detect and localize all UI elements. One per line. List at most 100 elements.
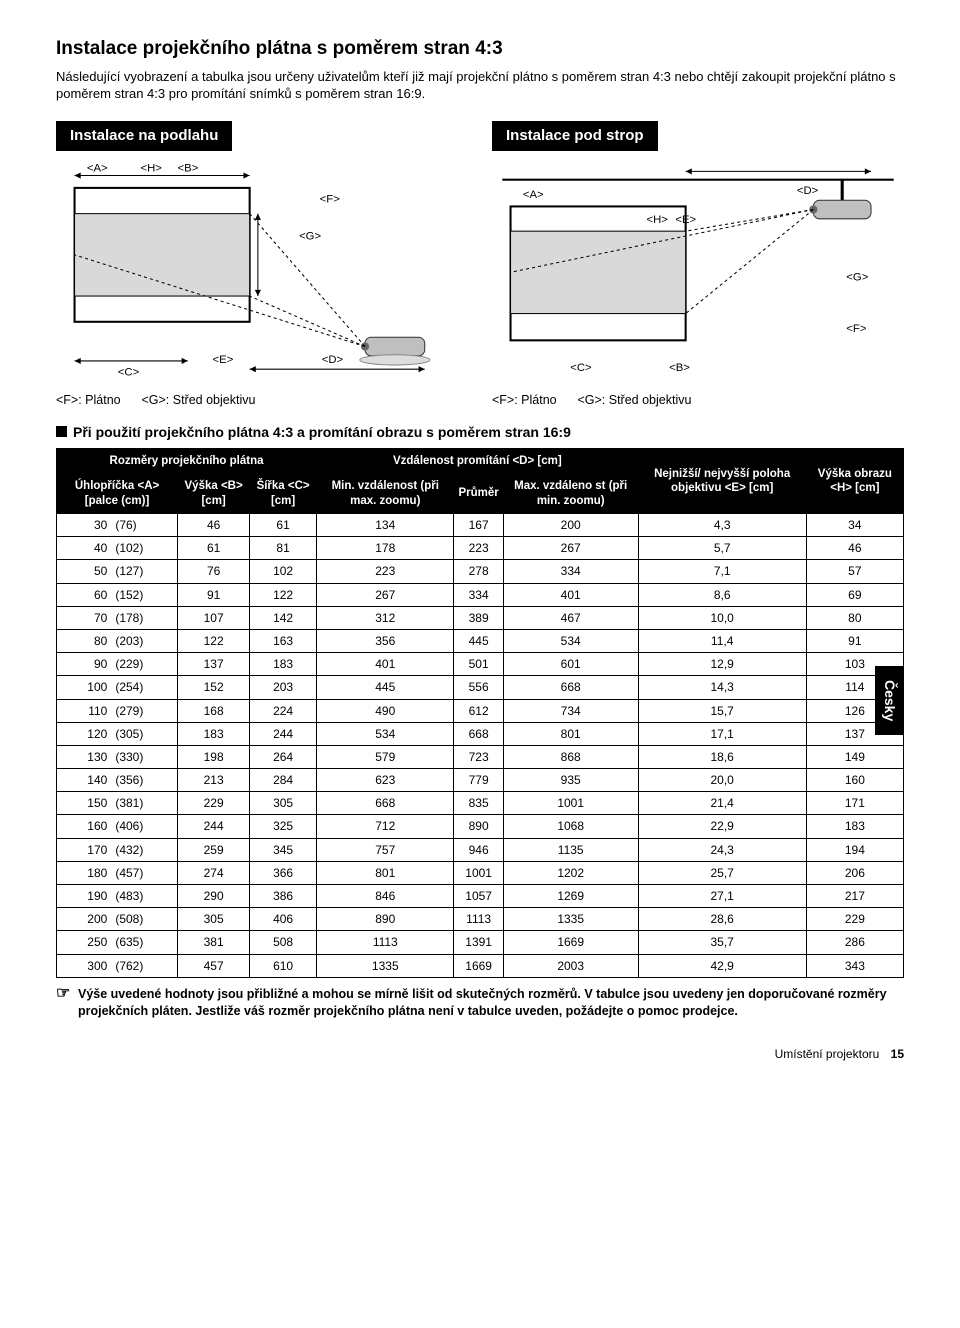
table-row: 190(483)2903868461057126927,1217 [57, 885, 904, 908]
cell-b: 381 [178, 931, 250, 954]
cell-e: 20,0 [638, 769, 806, 792]
cell-b: 229 [178, 792, 250, 815]
section-title: Instalace projekčního plátna s poměrem s… [56, 36, 904, 62]
cell-e: 15,7 [638, 699, 806, 722]
table-row: 170(432)259345757946113524,3194 [57, 838, 904, 861]
cell-e: 22,9 [638, 815, 806, 838]
cell-avg: 1669 [454, 954, 503, 977]
diagram-floor-legend: <F>: Plátno <G>: Střed objektivu [56, 392, 468, 409]
cell-b: 137 [178, 653, 250, 676]
cell-min: 134 [317, 514, 454, 537]
cell-max: 1669 [503, 931, 638, 954]
cell-c: 102 [250, 560, 317, 583]
cell-avg: 723 [454, 745, 503, 768]
table-row: 60(152)911222673344018,669 [57, 583, 904, 606]
table-row: 180(457)2743668011001120225,7206 [57, 861, 904, 884]
diagram-ceiling-heading: Instalace pod strop [492, 121, 658, 151]
cell-diag-in: 80 [57, 629, 114, 652]
cell-min: 801 [317, 861, 454, 884]
cell-diag-in: 160 [57, 815, 114, 838]
legend-g: <G>: Střed objektivu [141, 393, 255, 407]
cell-h: 206 [806, 861, 903, 884]
cell-e: 24,3 [638, 838, 806, 861]
cell-b: 122 [178, 629, 250, 652]
cell-h: 183 [806, 815, 903, 838]
diagram-ceiling-svg: <A> <H> <E> <D> <G> <F> <C> <B> [492, 157, 904, 384]
cell-b: 290 [178, 885, 250, 908]
cell-diag-in: 110 [57, 699, 114, 722]
cell-min: 579 [317, 745, 454, 768]
cell-diag-cm: (508) [113, 908, 177, 931]
th-min: Min. vzdálenost (při max. zoomu) [317, 474, 454, 514]
bullet-square-icon [56, 426, 67, 437]
cell-max: 467 [503, 606, 638, 629]
th-screen-dims: Rozměry projekčního plátna [57, 448, 317, 473]
cell-avg: 556 [454, 676, 503, 699]
cell-c: 345 [250, 838, 317, 861]
cell-diag-cm: (152) [113, 583, 177, 606]
cell-avg: 389 [454, 606, 503, 629]
cell-min: 757 [317, 838, 454, 861]
cell-e: 28,6 [638, 908, 806, 931]
cell-min: 534 [317, 722, 454, 745]
cell-diag-cm: (330) [113, 745, 177, 768]
legend-g-2: <G>: Střed objektivu [577, 393, 691, 407]
table-row: 90(229)13718340150160112,9103 [57, 653, 904, 676]
cell-min: 846 [317, 885, 454, 908]
cell-max: 801 [503, 722, 638, 745]
cell-min: 490 [317, 699, 454, 722]
cell-diag-in: 120 [57, 722, 114, 745]
cell-avg: 1113 [454, 908, 503, 931]
cell-max: 734 [503, 699, 638, 722]
cell-diag-in: 30 [57, 514, 114, 537]
hand-icon: ☞ [56, 986, 78, 1002]
cell-h: 57 [806, 560, 903, 583]
cell-c: 386 [250, 885, 317, 908]
cell-c: 81 [250, 537, 317, 560]
svg-text:<A>: <A> [87, 162, 108, 174]
cell-c: 122 [250, 583, 317, 606]
cell-b: 107 [178, 606, 250, 629]
cell-c: 366 [250, 861, 317, 884]
cell-b: 213 [178, 769, 250, 792]
svg-text:<C>: <C> [118, 366, 140, 378]
cell-min: 223 [317, 560, 454, 583]
cell-diag-cm: (483) [113, 885, 177, 908]
cell-diag-cm: (381) [113, 792, 177, 815]
table-row: 160(406)244325712890106822,9183 [57, 815, 904, 838]
cell-max: 401 [503, 583, 638, 606]
cell-e: 11,4 [638, 629, 806, 652]
svg-text:<E>: <E> [213, 354, 234, 366]
cell-diag-in: 140 [57, 769, 114, 792]
cell-max: 601 [503, 653, 638, 676]
cell-diag-in: 300 [57, 954, 114, 977]
cell-diag-cm: (635) [113, 931, 177, 954]
th-width: Šířka <C> [cm] [250, 474, 317, 514]
cell-h: 149 [806, 745, 903, 768]
cell-min: 890 [317, 908, 454, 931]
cell-min: 668 [317, 792, 454, 815]
cell-avg: 445 [454, 629, 503, 652]
svg-text:<F>: <F> [846, 323, 867, 335]
diagram-ceiling-legend: <F>: Plátno <G>: Střed objektivu [492, 392, 904, 409]
footer-page-number: 15 [891, 1047, 904, 1061]
cell-min: 712 [317, 815, 454, 838]
cell-avg: 946 [454, 838, 503, 861]
cell-e: 35,7 [638, 931, 806, 954]
cell-h: 194 [806, 838, 903, 861]
cell-c: 284 [250, 769, 317, 792]
diagram-row: Instalace na podlahu <A> <H> <B> <E> <C> [56, 121, 904, 409]
cell-avg: 501 [454, 653, 503, 676]
cell-avg: 890 [454, 815, 503, 838]
cell-max: 534 [503, 629, 638, 652]
table-row: 80(203)12216335644553411,491 [57, 629, 904, 652]
cell-h: 343 [806, 954, 903, 977]
svg-text:<B>: <B> [669, 362, 690, 374]
language-tab: Česky [875, 666, 904, 735]
cell-diag-cm: (254) [113, 676, 177, 699]
cell-avg: 1001 [454, 861, 503, 884]
cell-c: 203 [250, 676, 317, 699]
cell-min: 312 [317, 606, 454, 629]
cell-b: 244 [178, 815, 250, 838]
cell-h: 80 [806, 606, 903, 629]
